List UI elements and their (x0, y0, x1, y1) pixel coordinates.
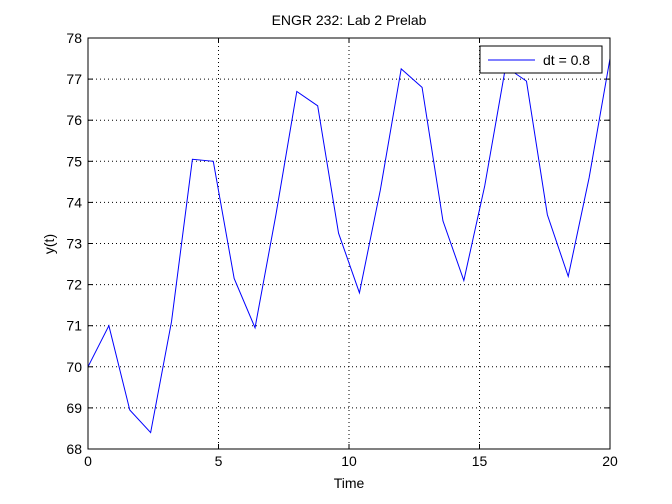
y-tick-label: 72 (66, 277, 82, 293)
series-line-0 (87, 58, 611, 434)
y-tick-label: 70 (66, 359, 82, 375)
x-tick-label: 15 (472, 453, 488, 469)
tick-marks (87, 37, 611, 450)
y-tick-labels: 68 69 70 71 72 73 74 75 76 77 78 (66, 30, 82, 457)
y-axis-label: y(t) (41, 234, 57, 254)
y-tick-label: 68 (66, 441, 82, 457)
y-tick-label: 69 (66, 400, 82, 416)
y-tick-label: 77 (66, 71, 82, 87)
x-tick-label: 0 (84, 453, 92, 469)
grid (88, 38, 610, 449)
x-tick-label: 5 (215, 453, 223, 469)
x-axis-label: Time (334, 475, 365, 491)
x-tick-label: 20 (602, 453, 618, 469)
y-tick-label: 75 (66, 153, 82, 169)
legend: dt = 0.8 (479, 45, 603, 74)
chart-title: ENGR 232: Lab 2 Prelab (272, 12, 427, 28)
y-tick-label: 76 (66, 112, 82, 128)
series-layer (87, 58, 611, 434)
y-tick-label: 71 (66, 318, 82, 334)
x-tick-label: 10 (341, 453, 357, 469)
y-tick-label: 73 (66, 236, 82, 252)
x-tick-labels: 0 5 10 15 20 (84, 453, 618, 469)
y-tick-label: 78 (66, 30, 82, 46)
legend-entry-label: dt = 0.8 (543, 52, 590, 68)
y-tick-label: 74 (66, 194, 82, 210)
